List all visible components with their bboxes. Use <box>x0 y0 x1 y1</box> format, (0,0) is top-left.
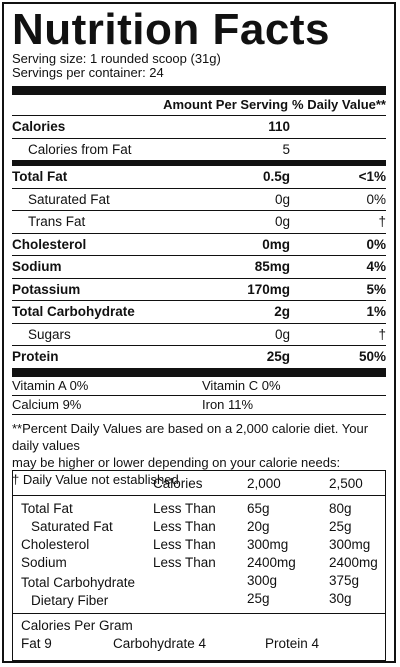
vitamin-a: Vitamin A 0% <box>12 377 89 393</box>
row-label: Sugars <box>28 326 71 342</box>
row-amount: 0g <box>274 214 290 229</box>
table-header: Amount Per Serving % Daily Value** <box>12 95 386 116</box>
row-label: Trans Fat <box>28 214 86 229</box>
row-label: Calories from Fat <box>28 141 132 157</box>
iron: Iron 11% <box>202 396 254 412</box>
row-dv: <1% <box>358 169 386 184</box>
row-calories-from-fat: Calories from Fat 5 <box>12 139 386 161</box>
thick-divider <box>12 367 386 377</box>
ref-row-label: Sodium <box>21 555 67 570</box>
nutrition-facts-panel: Nutrition Facts Serving size: 1 rounded … <box>2 2 396 663</box>
ref-row-label: Dietary Fiber <box>31 593 109 608</box>
ref-row-value-2000: 20g <box>247 519 270 534</box>
mineral-row: Calcium 9% Iron 11% <box>12 396 386 415</box>
daily-value-header: % Daily Value** <box>292 97 386 112</box>
calories-per-gram-title: Calories Per Gram <box>21 618 133 633</box>
daily-value-reference-table: Calories 2,000 2,500 Total Fat Less Than… <box>12 470 386 661</box>
row-dv: 5% <box>366 281 386 297</box>
ref-row-value-2000: 2400mg <box>247 555 296 570</box>
footnote-line-3: † Daily Value not established <box>12 471 179 487</box>
row-amount: 2g <box>274 304 290 319</box>
ref-row-limit: Less Than <box>153 501 216 516</box>
ref-row-value-2500: 25g <box>329 519 352 534</box>
ref-row-value-2500: 2400mg <box>329 555 378 570</box>
row-amount: 0g <box>274 326 290 342</box>
serving-size: Serving size: 1 rounded scoop (31g) <box>12 51 221 66</box>
ref-row-limit: Less Than <box>153 519 216 534</box>
ref-row-value-2000: 300g <box>247 573 278 588</box>
row-total-carbohydrate: Total Carbohydrate 2g 1% <box>12 301 386 324</box>
row-dv: 1% <box>366 304 386 319</box>
footnote: **Percent Daily Values are based on a 2,… <box>12 420 386 488</box>
row-dv: † <box>378 214 386 229</box>
row-amount: 85mg <box>254 259 290 274</box>
footnote-line-1: **Percent Daily Values are based on a 2,… <box>12 420 369 453</box>
row-label: Sodium <box>12 259 62 274</box>
medium-divider <box>12 161 386 166</box>
row-label: Protein <box>12 349 59 364</box>
row-amount: 110 <box>268 119 290 134</box>
ref-row-value-2000: 25g <box>247 591 270 606</box>
row-saturated-fat: Saturated Fat 0g 0% <box>12 189 386 211</box>
ref-row-limit: Less Than <box>153 555 216 570</box>
row-amount: 170mg <box>247 281 290 297</box>
row-amount: 5 <box>282 141 290 157</box>
row-label: Total Carbohydrate <box>12 304 135 319</box>
row-protein: Protein 25g 50% <box>12 346 386 368</box>
ref-header-2000: 2,000 <box>247 476 281 491</box>
calcium: Calcium 9% <box>12 396 82 412</box>
ref-row-label: Total Fat <box>21 501 73 516</box>
row-dv: 50% <box>358 349 386 364</box>
row-calories: Calories 110 <box>12 116 386 139</box>
ref-row-value-2500: 30g <box>329 591 352 606</box>
servings-per-container: Servings per container: 24 <box>12 65 164 80</box>
ref-row-value-2000: 65g <box>247 501 270 516</box>
ref-row-value-2500: 300mg <box>329 537 371 552</box>
ref-row-value-2000: 300mg <box>247 537 289 552</box>
row-label: Potassium <box>12 281 81 297</box>
row-amount: 0g <box>274 191 290 207</box>
row-label: Cholesterol <box>12 236 87 252</box>
row-amount: 0.5g <box>262 169 290 184</box>
ref-row-label: Cholesterol <box>21 537 90 552</box>
row-label: Calories <box>12 119 66 134</box>
ref-row-value-2500: 375g <box>329 573 360 588</box>
ref-divider <box>13 613 385 614</box>
ref-row-limit: Less Than <box>153 537 216 552</box>
row-label: Saturated Fat <box>28 191 110 207</box>
ref-row-label: Total Carbohydrate <box>21 575 136 590</box>
ref-row-label: Saturated Fat <box>31 519 113 534</box>
footnote-line-2: may be higher or lower depending on your… <box>12 454 341 470</box>
row-dv: 0% <box>366 191 386 207</box>
ref-header-2500: 2,500 <box>329 476 363 491</box>
row-label: Total Fat <box>12 169 68 184</box>
row-dv: 4% <box>366 259 386 274</box>
row-trans-fat: Trans Fat 0g † <box>12 211 386 234</box>
thick-divider <box>12 86 386 95</box>
row-dv: † <box>378 326 386 342</box>
row-dv: 0% <box>366 236 386 252</box>
row-amount: 25g <box>266 349 290 364</box>
per-gram-fat: Fat 9 <box>21 636 52 651</box>
ref-header-calories: Calories <box>153 476 203 491</box>
ref-divider <box>13 495 385 496</box>
vitamin-row: Vitamin A 0% Vitamin C 0% <box>12 377 386 396</box>
row-amount: 0mg <box>262 236 290 252</box>
row-sugars: Sugars 0g † <box>12 324 386 346</box>
row-sodium: Sodium 85mg 4% <box>12 256 386 279</box>
amount-per-serving-header: Amount Per Serving <box>163 97 289 112</box>
ref-row-value-2500: 80g <box>329 501 352 516</box>
panel-content: Nutrition Facts Serving size: 1 rounded … <box>12 4 386 661</box>
panel-title: Nutrition Facts <box>12 5 330 54</box>
row-potassium: Potassium 170mg 5% <box>12 279 386 301</box>
per-gram-carbohydrate: Carbohydrate 4 <box>113 636 207 651</box>
vitamin-c: Vitamin C 0% <box>202 377 281 393</box>
per-gram-protein: Protein 4 <box>265 636 320 651</box>
row-total-fat: Total Fat 0.5g <1% <box>12 166 386 189</box>
row-cholesterol: Cholesterol 0mg 0% <box>12 234 386 256</box>
